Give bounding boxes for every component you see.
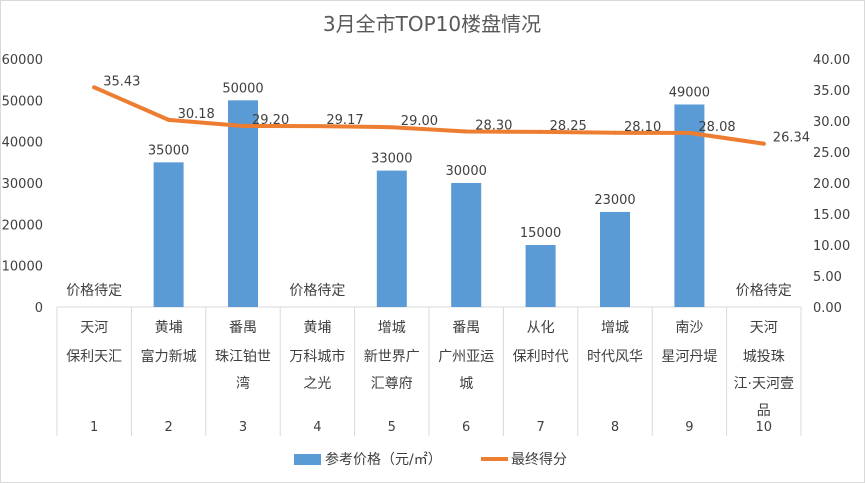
score-point (92, 85, 97, 90)
category-name-label: 广州亚运 (438, 349, 494, 365)
bar-data-label: 价格待定 (66, 283, 122, 299)
score-data-label: 26.34 (773, 131, 810, 146)
bar-data-label: 15000 (520, 226, 561, 241)
score-line (92, 85, 766, 146)
bar (451, 183, 482, 307)
category-name-label: 汇尊府 (371, 375, 413, 392)
category-rank-label: 6 (462, 420, 470, 435)
category-district-label: 从化 (527, 320, 555, 336)
score-point (315, 124, 320, 129)
y-left-tick-label: 10000 (2, 260, 43, 275)
category-rank-label: 1 (90, 420, 98, 435)
category-rank-label: 7 (536, 420, 544, 435)
y-right-tick-label: 15.00 (813, 208, 850, 223)
category-district-label: 增城 (601, 320, 629, 336)
category-district-label: 天河 (80, 320, 108, 336)
category-name-label: 湾 (236, 375, 250, 392)
category-rank-label: 8 (611, 420, 619, 435)
category-district-label: 南沙 (675, 320, 703, 336)
category-district-label: 番禺 (229, 320, 257, 336)
category-name-label: 城投珠 (743, 349, 785, 365)
score-data-label: 28.10 (624, 120, 661, 135)
score-data-label: 30.18 (178, 107, 215, 122)
score-point (166, 117, 171, 122)
category-name-label: 新世界广 (364, 349, 420, 365)
score-point (687, 130, 692, 135)
y-left-tick-label: 40000 (2, 136, 43, 151)
category-district-label: 黄埔 (155, 319, 183, 336)
category-name-label: 城 (459, 376, 473, 392)
score-data-label: 35.43 (103, 74, 140, 89)
y-left-tick-label: 20000 (2, 218, 43, 233)
bar-data-label: 49000 (669, 85, 710, 100)
score-point (538, 129, 543, 134)
category-name-label: 江·天河壹 (734, 376, 794, 392)
bar (228, 100, 258, 307)
category-name-label: 珠江铂世 (215, 349, 271, 365)
legend-label-score: 最终得分 (511, 451, 567, 468)
category-name-label: 保利时代 (513, 349, 569, 365)
y-right-tick-label: 30.00 (813, 115, 850, 130)
score-data-label: 29.00 (401, 114, 438, 129)
category-name-label: 品 (757, 403, 771, 419)
y-right-tick-label: 0.00 (813, 301, 842, 316)
score-point (241, 123, 245, 128)
score-data-label: 28.30 (475, 119, 512, 134)
score-data-label: 29.20 (252, 113, 289, 128)
bar-data-label: 30000 (446, 164, 487, 179)
legend-swatch-price (294, 454, 321, 465)
bar (153, 162, 184, 307)
score-point (464, 129, 469, 134)
score-point (389, 125, 394, 130)
category-name-label: 之光 (303, 376, 331, 392)
score-data-label: 28.25 (550, 119, 587, 134)
legend-label-price: 参考价格（元/㎡） (325, 451, 442, 468)
y-right-tick-label: 5.00 (813, 270, 842, 285)
y-left-tick-label: 30000 (2, 177, 43, 192)
bar (674, 104, 705, 307)
bar (600, 211, 630, 307)
y-right-tick-label: 20.00 (813, 177, 850, 192)
bar-data-label: 价格待定 (736, 283, 792, 299)
category-name-label: 万科城市 (289, 348, 345, 365)
bar-data-label: 价格待定 (289, 283, 345, 299)
score-data-label: 29.17 (326, 113, 363, 128)
category-name-label: 富力新城 (141, 348, 197, 365)
score-point (613, 130, 617, 135)
y-left-tick-label: 50000 (2, 94, 43, 109)
y-right-tick-label: 10.00 (813, 239, 850, 254)
bar-data-label: 33000 (371, 152, 412, 167)
category-district-label: 番禺 (452, 320, 480, 336)
bar-data-label: 50000 (222, 81, 263, 96)
score-data-label: 28.08 (698, 120, 735, 135)
category-rank-label: 4 (313, 420, 321, 435)
y-left-tick-label: 60000 (2, 53, 43, 68)
category-rank-label: 3 (239, 420, 247, 435)
category-name-label: 时代风华 (587, 349, 643, 365)
y-right-tick-label: 35.00 (813, 84, 850, 99)
category-district-label: 天河 (750, 320, 778, 336)
y-right-tick-label: 40.00 (813, 53, 850, 68)
bar (525, 245, 556, 307)
category-name-label: 保利天汇 (66, 349, 122, 365)
y-right-tick-label: 25.00 (813, 146, 850, 161)
bar (376, 170, 407, 307)
chart-title: 3月全市TOP10楼盘情况 (323, 12, 541, 36)
category-rank-label: 2 (164, 420, 172, 435)
bar-data-label: 35000 (148, 143, 189, 158)
category-rank-label: 10 (756, 420, 773, 435)
y-left-tick-label: 0 (35, 301, 43, 316)
category-rank-label: 5 (388, 420, 396, 435)
score-point (761, 141, 766, 146)
category-district-label: 增城 (378, 320, 406, 336)
bar-data-label: 23000 (594, 193, 635, 208)
category-rank-label: 9 (685, 420, 693, 435)
category-district-label: 黄埔 (303, 319, 331, 336)
category-name-label: 星河丹堤 (661, 349, 717, 365)
